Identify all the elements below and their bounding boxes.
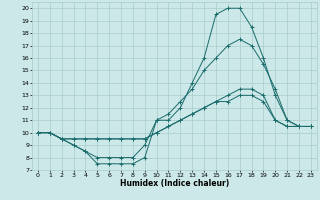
X-axis label: Humidex (Indice chaleur): Humidex (Indice chaleur) bbox=[120, 179, 229, 188]
